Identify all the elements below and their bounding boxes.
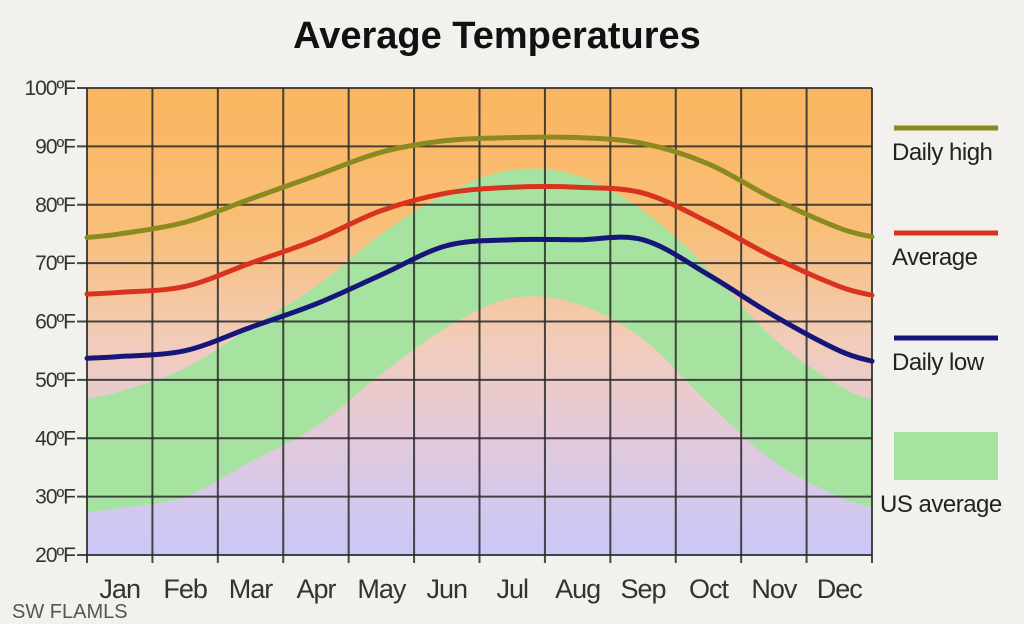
x-tick-label: Nov xyxy=(751,574,798,604)
x-tick-label: Aug xyxy=(555,574,600,604)
y-tick-label: 60ºF xyxy=(35,311,75,334)
y-tick-label: 100ºF xyxy=(24,77,75,100)
x-tick-label: Sep xyxy=(621,574,666,604)
y-tick-label: 80ºF xyxy=(35,194,75,217)
series-line-daily-high xyxy=(84,134,875,240)
y-tick-label: 40ºF xyxy=(35,427,75,450)
legend-label: Average xyxy=(892,244,978,271)
x-tick-label: Dec xyxy=(817,574,863,604)
x-tick-label: Jul xyxy=(496,574,528,604)
x-tick-label: Apr xyxy=(296,574,336,604)
y-tick-label: 50ºF xyxy=(35,369,75,392)
series-line-daily-low xyxy=(84,234,875,364)
y-tick-label: 20ºF xyxy=(35,544,75,567)
y-tick-label: 70ºF xyxy=(35,252,75,275)
y-tick-label: 90ºF xyxy=(35,135,75,158)
x-tick-label: Feb xyxy=(163,574,207,604)
series-line-average xyxy=(84,184,875,298)
chart-title: Average Temperatures xyxy=(293,15,701,57)
x-tick-label: Jun xyxy=(427,574,468,604)
legend-swatch-us-average xyxy=(894,432,998,480)
x-tick-label: Oct xyxy=(689,574,730,604)
watermark: SW FLAMLS xyxy=(12,601,128,623)
x-tick-label: Jan xyxy=(99,574,140,604)
legend-label: US average xyxy=(880,491,1002,518)
y-tick-label: 30ºF xyxy=(35,486,75,509)
x-tick-label: Mar xyxy=(229,574,274,604)
legend-label: Daily high xyxy=(892,139,992,166)
x-tick-label: May xyxy=(357,574,407,604)
legend-label: Daily low xyxy=(892,349,985,376)
